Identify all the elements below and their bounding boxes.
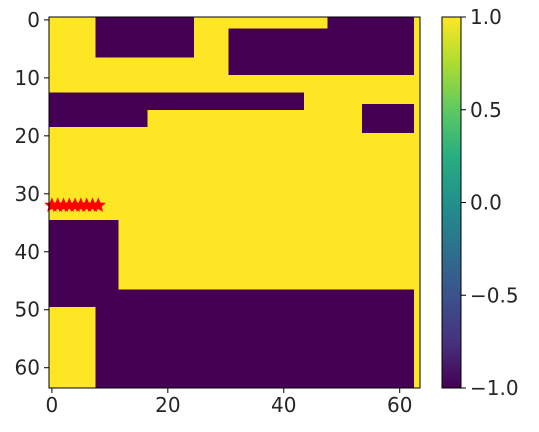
heatmap-cell-region xyxy=(95,306,415,388)
plot-frame xyxy=(48,16,421,389)
plot-area xyxy=(44,16,421,389)
y-tick-label: 0 xyxy=(27,8,40,32)
colorbar-tick-label: 0.5 xyxy=(470,98,502,122)
y-axis: 0 10 20 30 40 50 60 xyxy=(15,8,49,380)
y-tick-label: 10 xyxy=(15,66,40,90)
heatmap-cell-region xyxy=(49,289,415,307)
y-tick-label: 30 xyxy=(15,182,40,206)
heatmap-cell-region xyxy=(49,306,96,388)
colorbar-tick-label: 1.0 xyxy=(470,5,502,29)
y-tick-label: 40 xyxy=(15,240,40,264)
x-tick-label: 40 xyxy=(271,393,296,417)
x-axis: 0 20 40 60 xyxy=(46,388,412,417)
colorbar-tick-label: −1.0 xyxy=(470,376,519,400)
heatmap-cells xyxy=(49,17,420,388)
x-tick-label: 60 xyxy=(387,393,412,417)
colorbar: 1.0 0.5 0.0 −0.5 −1.0 xyxy=(441,5,519,400)
heatmap-cell-region xyxy=(327,17,415,41)
heatmap-cell-region xyxy=(95,17,194,58)
y-tick-label: 60 xyxy=(15,356,40,380)
star-marker xyxy=(90,197,106,212)
heatmap-cell-region xyxy=(49,132,415,220)
colorbar-tick-label: 0.0 xyxy=(470,191,502,215)
heatmap-cell-region xyxy=(147,92,305,110)
marker-layer xyxy=(44,197,106,212)
heatmap-cell-region xyxy=(49,17,96,93)
colorbar-ticks: 1.0 0.5 0.0 −0.5 −1.0 xyxy=(461,5,519,400)
colorbar-gradient xyxy=(441,16,462,389)
heatmap-cell-region xyxy=(49,92,148,128)
y-tick-label: 20 xyxy=(15,124,40,148)
heatmap-cell-region xyxy=(118,219,415,290)
colorbar-tick-label: −0.5 xyxy=(470,283,519,307)
heatmap-cell-region xyxy=(49,219,119,296)
x-tick-label: 0 xyxy=(46,393,59,417)
x-tick-label: 20 xyxy=(155,393,180,417)
y-tick-label: 50 xyxy=(15,298,40,322)
